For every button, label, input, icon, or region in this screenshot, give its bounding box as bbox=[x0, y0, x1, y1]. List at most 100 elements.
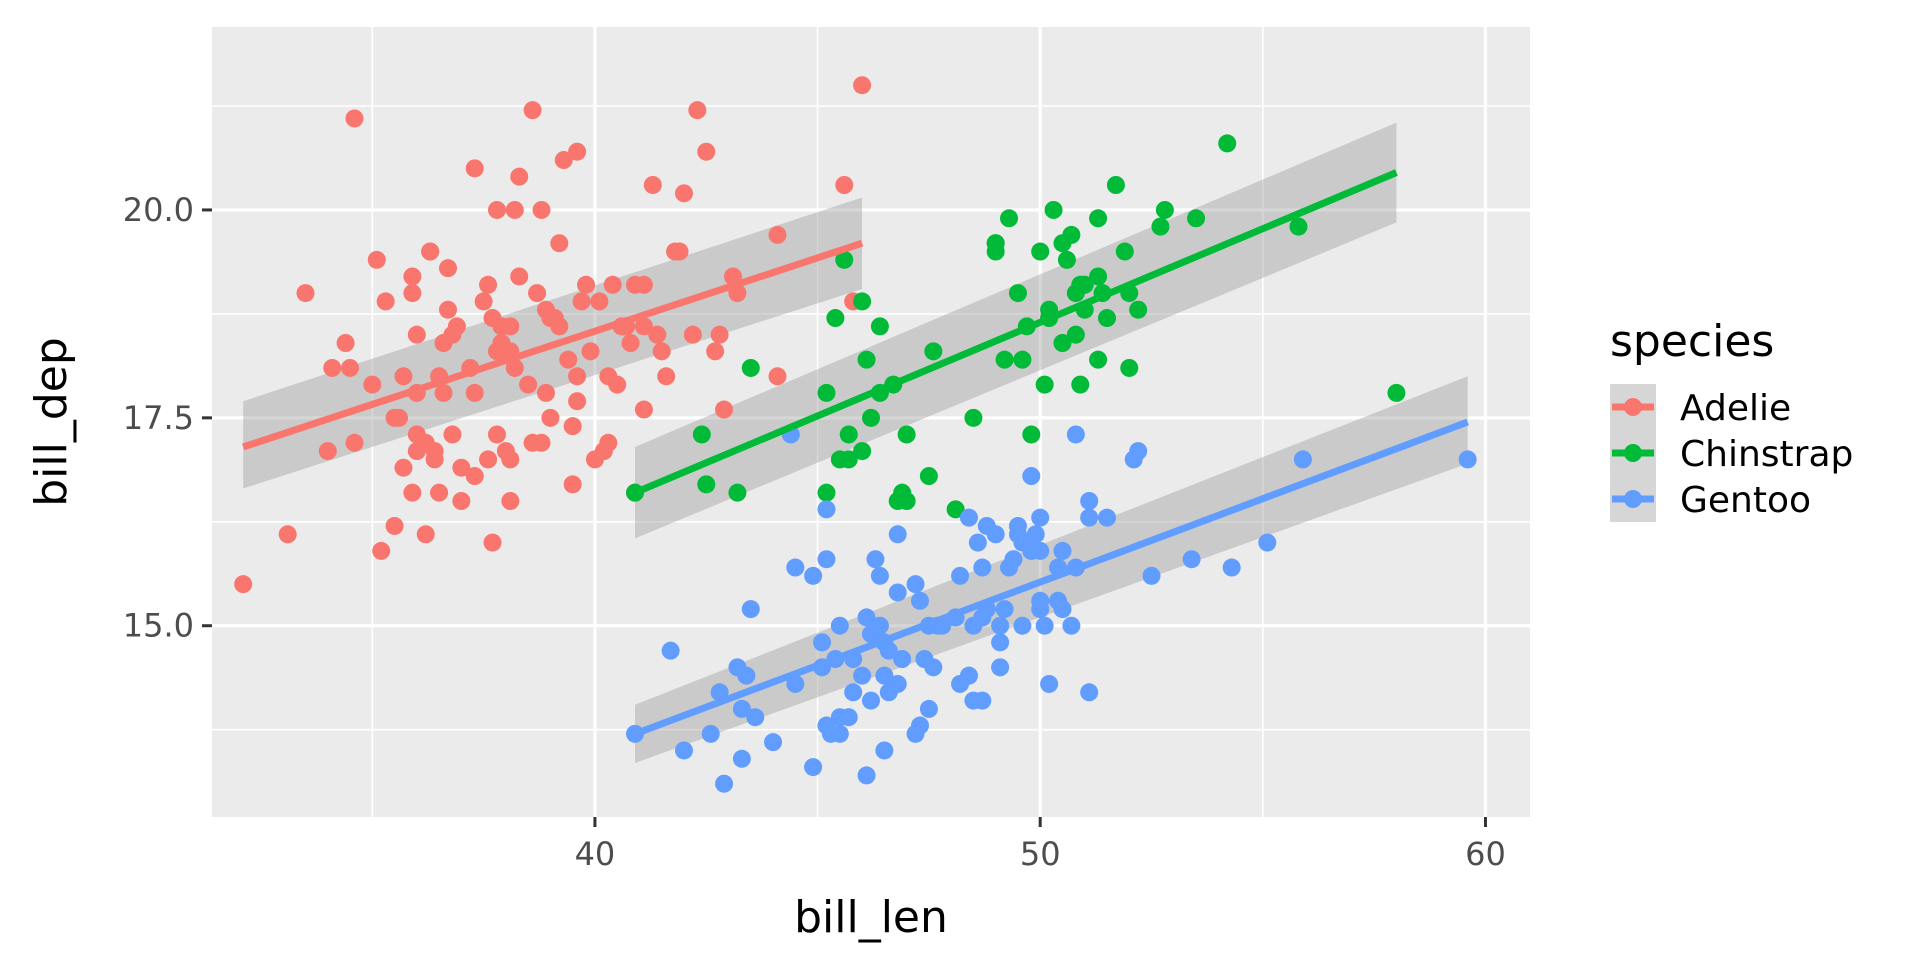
point-gentoo bbox=[879, 641, 898, 660]
point-gentoo bbox=[1004, 550, 1023, 569]
point-gentoo bbox=[995, 600, 1014, 619]
point-adelie bbox=[318, 442, 337, 461]
point-gentoo bbox=[924, 658, 943, 677]
point-adelie bbox=[296, 284, 315, 303]
point-adelie bbox=[541, 408, 560, 427]
point-gentoo bbox=[853, 666, 872, 685]
fit-line-adelie bbox=[242, 239, 864, 451]
point-chinstrap bbox=[853, 442, 872, 461]
point-gentoo bbox=[888, 525, 907, 544]
point-gentoo bbox=[951, 566, 970, 585]
point-chinstrap bbox=[1151, 217, 1170, 236]
legend-key-point bbox=[1624, 398, 1642, 416]
legend-key-point bbox=[1624, 490, 1642, 508]
point-gentoo bbox=[737, 666, 756, 685]
point-gentoo bbox=[968, 533, 987, 552]
point-adelie bbox=[430, 483, 449, 502]
point-adelie bbox=[590, 292, 609, 311]
point-gentoo bbox=[715, 774, 734, 793]
point-gentoo bbox=[906, 575, 925, 594]
point-chinstrap bbox=[1155, 200, 1174, 219]
point-adelie bbox=[634, 400, 653, 419]
point-adelie bbox=[487, 425, 506, 444]
point-adelie bbox=[835, 176, 854, 194]
point-adelie bbox=[536, 383, 555, 402]
point-chinstrap bbox=[1218, 134, 1237, 153]
point-adelie bbox=[447, 317, 466, 336]
point-gentoo bbox=[1053, 600, 1072, 619]
x-tick-label: 60 bbox=[1465, 835, 1506, 873]
point-gentoo bbox=[893, 650, 912, 668]
point-chinstrap bbox=[1089, 209, 1108, 228]
point-gentoo bbox=[1013, 616, 1032, 635]
point-gentoo bbox=[1097, 508, 1116, 527]
point-gentoo bbox=[857, 608, 876, 627]
point-adelie bbox=[563, 417, 582, 436]
point-gentoo bbox=[973, 558, 992, 577]
point-gentoo bbox=[830, 724, 849, 743]
legend-label: Chinstrap bbox=[1680, 434, 1853, 475]
fit-line-gentoo bbox=[633, 418, 1469, 738]
point-adelie bbox=[345, 433, 364, 452]
point-adelie bbox=[643, 176, 662, 194]
point-adelie bbox=[634, 317, 653, 336]
point-gentoo bbox=[746, 708, 765, 727]
point-adelie bbox=[768, 225, 787, 244]
point-adelie bbox=[603, 275, 622, 294]
point-gentoo bbox=[817, 500, 836, 519]
point-chinstrap bbox=[946, 500, 965, 519]
point-gentoo bbox=[839, 708, 858, 727]
point-adelie bbox=[278, 525, 297, 544]
point-gentoo bbox=[1080, 508, 1099, 527]
point-chinstrap bbox=[964, 408, 983, 427]
point-gentoo bbox=[1293, 450, 1312, 469]
legend: species Adelie Chinstrap Gentoo bbox=[1610, 316, 1853, 522]
point-gentoo bbox=[1053, 541, 1072, 560]
point-adelie bbox=[568, 142, 587, 161]
point-adelie bbox=[425, 442, 444, 461]
point-adelie bbox=[505, 358, 524, 377]
point-gentoo bbox=[875, 741, 894, 760]
y-tick-label: 20.0 bbox=[123, 191, 194, 229]
point-chinstrap bbox=[1013, 350, 1032, 369]
point-adelie bbox=[568, 392, 587, 411]
fit-lines bbox=[242, 169, 1469, 738]
point-adelie bbox=[376, 292, 395, 311]
point-gentoo bbox=[732, 699, 751, 718]
point-gentoo bbox=[1066, 425, 1085, 444]
point-chinstrap bbox=[826, 309, 845, 328]
point-adelie bbox=[483, 533, 502, 552]
point-gentoo bbox=[870, 616, 889, 635]
point-adelie bbox=[407, 325, 426, 344]
point-gentoo bbox=[959, 666, 978, 685]
x-axis-title: bill_len bbox=[794, 892, 948, 943]
point-adelie bbox=[501, 317, 520, 336]
point-adelie bbox=[452, 458, 471, 477]
point-adelie bbox=[523, 101, 542, 120]
point-gentoo bbox=[804, 758, 823, 777]
legend-title: species bbox=[1610, 316, 1774, 367]
point-adelie bbox=[390, 408, 409, 427]
point-adelie bbox=[648, 325, 667, 344]
point-chinstrap bbox=[839, 425, 858, 444]
point-gentoo bbox=[786, 674, 805, 693]
point-adelie bbox=[510, 167, 529, 186]
legend-key-point bbox=[1624, 444, 1642, 462]
point-gentoo bbox=[862, 691, 880, 710]
point-chinstrap bbox=[1115, 242, 1134, 261]
x-tick-label: 50 bbox=[1020, 835, 1061, 873]
point-gentoo bbox=[701, 724, 720, 743]
point-chinstrap bbox=[692, 425, 711, 444]
point-adelie bbox=[715, 400, 734, 419]
point-gentoo bbox=[875, 666, 894, 685]
point-gentoo bbox=[991, 616, 1010, 635]
point-adelie bbox=[367, 250, 386, 269]
point-chinstrap bbox=[817, 383, 836, 402]
point-gentoo bbox=[1040, 674, 1059, 693]
point-chinstrap bbox=[1097, 309, 1116, 328]
point-adelie bbox=[407, 425, 426, 444]
point-adelie bbox=[688, 101, 707, 120]
point-gentoo bbox=[1222, 558, 1241, 577]
point-gentoo bbox=[986, 525, 1005, 544]
